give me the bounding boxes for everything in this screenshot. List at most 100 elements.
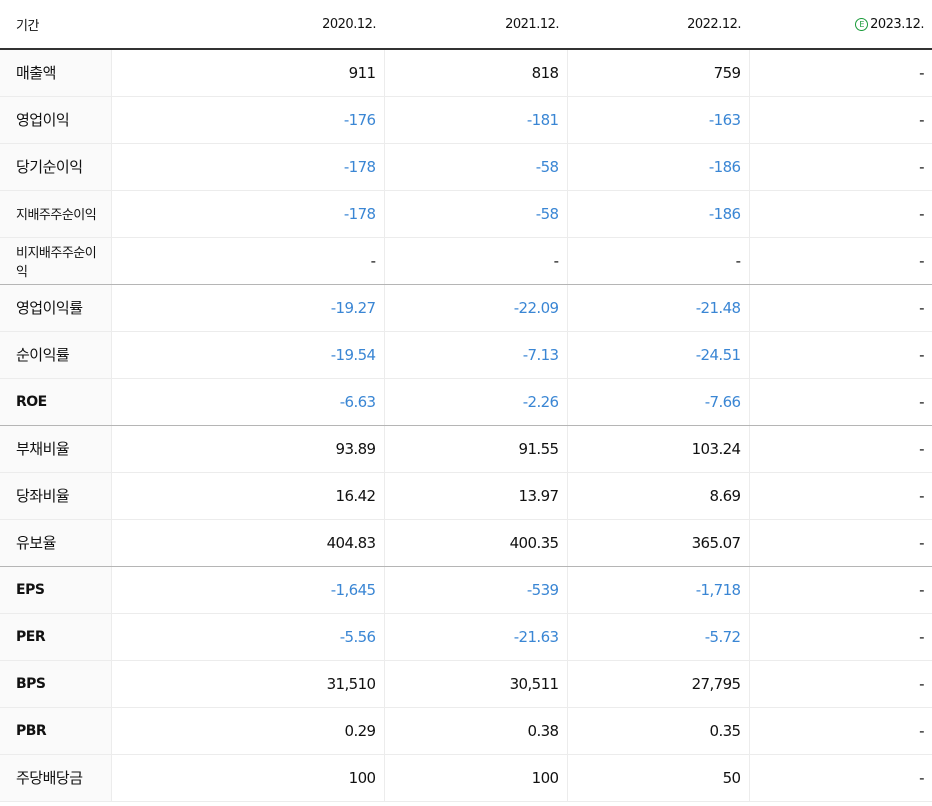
row-label: 영업이익률 [0,284,111,332]
row-label: EPS [0,566,111,614]
value-cell: -5.56 [110,613,384,661]
row-label: 영업이익 [0,96,111,144]
value-cell: - [748,425,932,473]
value-cell: -7.13 [383,331,567,379]
value-cell: 103.24 [566,425,749,473]
value-cell: 27,795 [566,660,749,708]
value-cell: - [748,707,932,755]
table-row: 부채비율 93.89 91.55 103.24- [0,425,932,473]
value-cell: 0.35 [566,707,749,755]
value-cell: -186 [566,143,749,191]
table-row: 당좌비율 16.42 13.97 8.69- [0,472,932,520]
value-cell: 404.83 [110,519,384,567]
value-cell: -178 [110,190,384,238]
value-cell: -58 [383,143,567,191]
value-cell: - [748,472,932,520]
value-cell: -1,718 [566,566,749,614]
table-row: 비지배주주순이익 - - - - [0,237,932,285]
table-row: 영업이익 -176 -181 -163- [0,96,932,144]
table-row: 영업이익률 -19.27 -22.09 -21.48- [0,284,932,332]
row-label: PER [0,613,111,661]
value-cell: -21.48 [566,284,749,332]
value-cell: -181 [383,96,567,144]
row-label: 당좌비율 [0,472,111,520]
value-cell: -2.26 [383,378,567,426]
value-cell: - [748,660,932,708]
row-label: ROE [0,378,111,426]
value-cell: - [748,754,932,802]
period-2023-header: E 2023.12. [749,0,932,50]
value-cell: -24.51 [566,331,749,379]
table-row: 당기순이익 -178 -58 -186- [0,143,932,191]
period-2021-header: 2021.12. [384,0,567,50]
table-row: EPS -1,645 -539 -1,718- [0,566,932,614]
value-cell: 13.97 [383,472,567,520]
row-label: 매출액 [0,49,111,97]
value-cell: -186 [566,190,749,238]
table-row: 매출액 911 818 759- [0,49,932,97]
table-row: BPS 31,510 30,511 27,795- [0,660,932,708]
row-label: 주당배당금 [0,754,111,802]
value-cell: -7.66 [566,378,749,426]
value-cell: 30,511 [383,660,567,708]
value-cell: -19.54 [110,331,384,379]
value-cell: 0.29 [110,707,384,755]
value-cell: - [748,49,932,97]
row-label: 지배주주순이익 [0,190,111,238]
row-label: BPS [0,660,111,708]
value-cell: -176 [110,96,384,144]
value-cell: - [110,237,384,285]
value-cell: -21.63 [383,613,567,661]
table-row: PER -5.56 -21.63 -5.72- [0,613,932,661]
value-cell: 911 [110,49,384,97]
value-cell: 759 [566,49,749,97]
table-row: 주당배당금 100 100 50- [0,754,932,802]
period-2020-header: 2020.12. [111,0,384,50]
row-label: PBR [0,707,111,755]
value-cell: -22.09 [383,284,567,332]
value-cell: - [748,190,932,238]
row-label: 부채비율 [0,425,111,473]
value-cell: - [748,284,932,332]
table-row: ROE -6.63 -2.26 -7.66- [0,378,932,426]
value-cell: -19.27 [110,284,384,332]
value-cell: -5.72 [566,613,749,661]
value-cell: 50 [566,754,749,802]
value-cell: - [748,237,932,285]
period-2023-label: 2023.12. [870,16,924,32]
row-label: 순이익률 [0,331,111,379]
row-label: 당기순이익 [0,143,111,191]
row-label: 유보율 [0,519,111,567]
value-cell: 818 [383,49,567,97]
estimate-icon: E [855,17,869,31]
value-cell: - [748,613,932,661]
value-cell: 91.55 [383,425,567,473]
period-header: 기간 [0,0,111,50]
value-cell: -58 [383,190,567,238]
value-cell: -6.63 [110,378,384,426]
value-cell: -163 [566,96,749,144]
value-cell: -539 [383,566,567,614]
value-cell: - [748,378,932,426]
value-cell: 400.35 [383,519,567,567]
value-cell: 365.07 [566,519,749,567]
value-cell: - [748,96,932,144]
value-cell: 0.38 [383,707,567,755]
value-cell: 31,510 [110,660,384,708]
value-cell: - [383,237,567,285]
row-label: 비지배주주순이익 [0,237,111,285]
value-cell: 100 [383,754,567,802]
value-cell: 100 [110,754,384,802]
table-row: 지배주주순이익 -178 -58 -186- [0,190,932,238]
value-cell: 8.69 [566,472,749,520]
value-cell: 93.89 [110,425,384,473]
value-cell: - [748,519,932,567]
table-row: PBR 0.29 0.38 0.35- [0,707,932,755]
value-cell: - [748,143,932,191]
period-2022-header: 2022.12. [567,0,749,50]
value-cell: - [748,566,932,614]
value-cell: -1,645 [110,566,384,614]
table-row: 유보율 404.83 400.35 365.07- [0,519,932,567]
value-cell: 16.42 [110,472,384,520]
